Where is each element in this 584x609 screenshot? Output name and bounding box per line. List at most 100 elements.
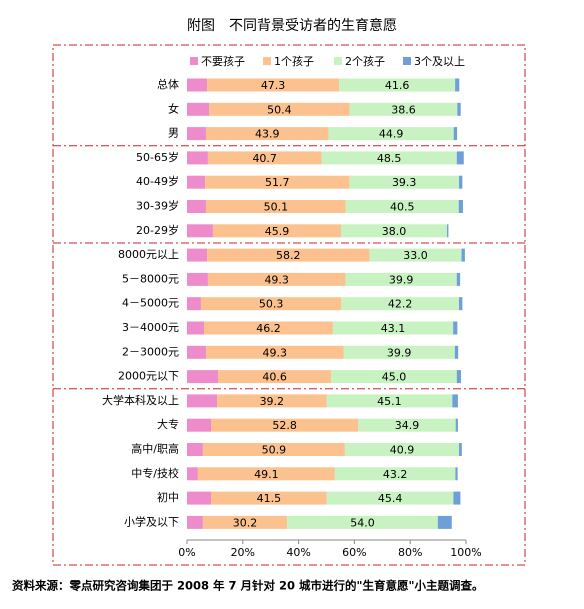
bar-segment [210,491,327,505]
bar-segment [187,224,213,238]
bar-segment [187,175,206,189]
value-label: 49.3 [262,346,287,359]
value-label: 41.5 [257,492,282,505]
value-label: 40.5 [390,201,415,214]
y-tick-label: 30-39岁 [136,199,179,213]
bar-segment [334,467,456,481]
value-label: 39.9 [389,273,414,286]
value-label: 40.6 [262,371,287,384]
bar-segment [187,515,203,529]
value-label: 39.9 [387,346,412,359]
legend-label: 3个及以上 [414,55,465,68]
value-label: 43.9 [255,128,280,141]
bar-segment [452,394,458,408]
bar-segment [187,370,218,384]
bar-segment [202,515,288,529]
legend-swatch [403,57,411,65]
chart-title: 附图 不同背景受访者的生育意愿 [187,17,397,34]
bar-segment [187,443,203,456]
frame [52,44,526,566]
y-tick-label: 大专 [157,417,179,431]
bar-segment [328,127,454,141]
bar-segment [217,394,327,408]
x-tick-label: 100% [450,546,481,559]
bar-segment [331,370,457,384]
value-label: 58.2 [276,249,301,262]
bar-segment [187,418,211,432]
x-tick-label: 0% [178,546,195,559]
bar-segment [207,78,340,92]
bar-segment [455,467,458,481]
value-label: 54.0 [350,516,375,529]
y-tick-label: 女 [168,101,179,115]
bar-segment [349,175,460,189]
x-tick-label: 20% [231,546,255,559]
y-tick-label: 中专/技校 [131,466,179,480]
y-tick-label: 2－3000元 [122,345,179,358]
y-tick-label: 男 [168,127,179,140]
bar-segment [187,200,206,213]
bar-segment [455,78,460,92]
bar-segment [343,345,455,359]
bar-segment [349,102,458,116]
bar-segment [358,418,456,432]
bar-segment [455,418,458,432]
bar-segment [341,297,460,311]
bar-segment [456,272,461,286]
bar-segment [447,224,449,238]
bar-segment [326,394,453,408]
bar-segment [197,467,335,481]
legend-label: 1个孩子 [274,55,314,68]
bar-segment [341,224,448,238]
bar-segment [205,345,344,359]
value-label: 40.7 [252,152,277,165]
bar-segment [205,127,329,141]
y-tick-label: 3－4000元 [122,321,179,334]
value-label: 38.0 [382,225,407,238]
bar-segment [461,248,465,262]
bar-segment [344,443,460,456]
bar-segment [187,467,198,481]
bar-segment [217,370,332,384]
x-tick-label: 40% [286,546,310,559]
bar-segment [187,272,208,286]
value-label: 44.9 [379,128,404,141]
bar-segment [205,175,350,189]
bar-segment [187,102,210,116]
bar-segment [187,248,208,262]
bar-segment [209,102,350,116]
value-label: 43.1 [381,322,406,335]
value-label: 39.2 [260,395,285,408]
bar-segment [187,345,206,359]
bar-segment [321,151,457,165]
bar-segment [210,418,359,432]
y-tick-label: 大学本科及以上 [102,393,179,407]
value-label: 49.3 [264,273,289,286]
legend-label: 2个孩子 [345,55,385,68]
legend-swatch [334,57,342,65]
bar-segment [187,78,208,92]
bar-segment [287,515,438,529]
value-label: 50.3 [259,298,284,311]
bar-segment [205,200,346,213]
bar-segment [345,272,457,286]
bar-segment [339,78,456,92]
bar-segment [187,394,218,408]
bar-segment [207,248,370,262]
x-tick-label: 80% [398,546,422,559]
bar-segment [187,491,211,505]
bar-segment [326,491,454,505]
bar-segment [207,151,322,165]
legend-label: 不要孩子 [201,55,245,68]
value-label: 34.9 [395,419,420,432]
y-tick-label: 40-49岁 [136,174,179,188]
bar-segment [459,443,462,456]
bar-segment [207,272,346,286]
value-label: 30.2 [233,516,258,529]
value-label: 50.4 [267,103,292,116]
value-label: 40.9 [390,444,415,457]
value-label: 33.0 [403,249,428,262]
bar-segment [457,102,461,116]
y-tick-label: 4－5000元 [122,297,179,310]
